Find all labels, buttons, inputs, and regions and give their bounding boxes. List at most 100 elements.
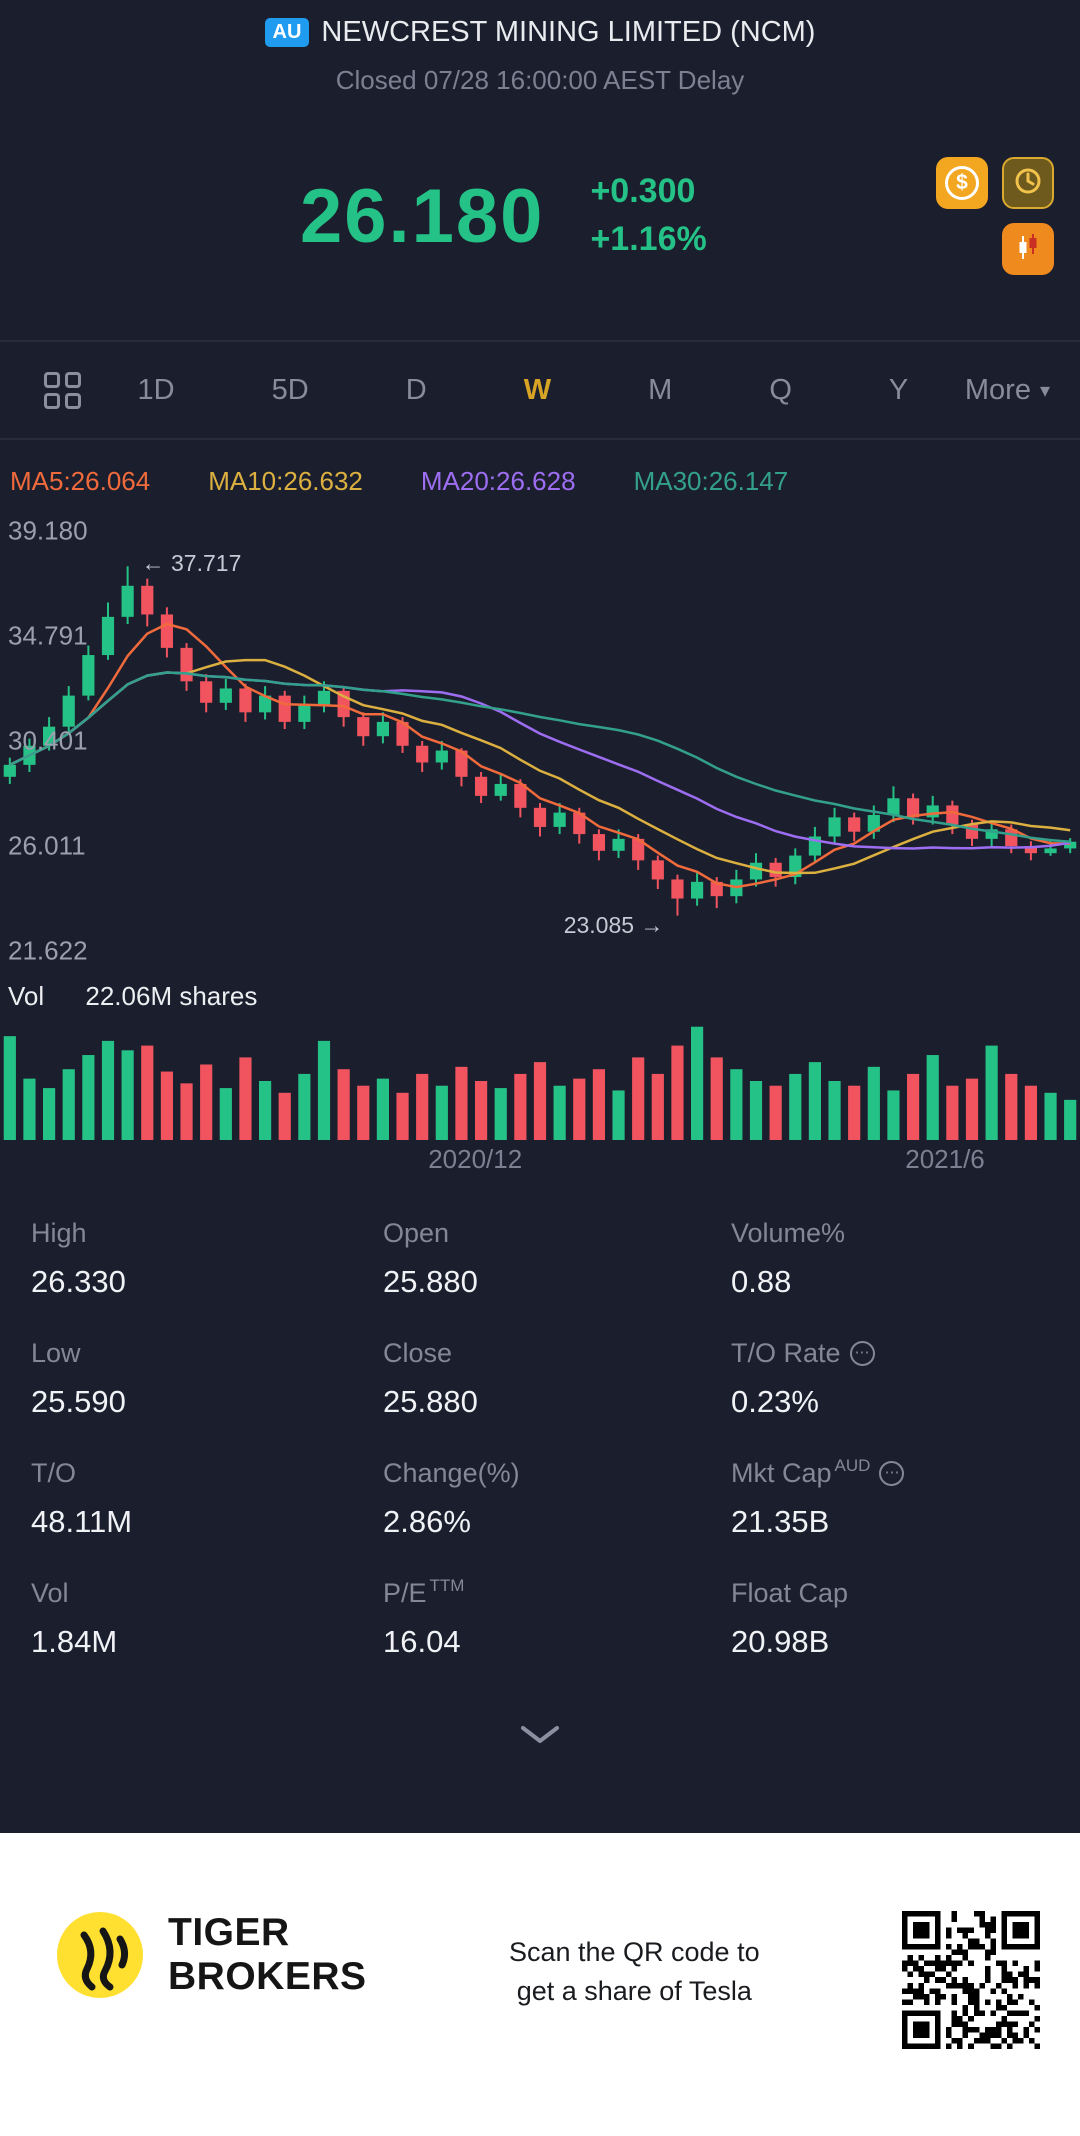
stat-label: T/O Rate bbox=[731, 1338, 841, 1368]
tab-w[interactable]: W bbox=[523, 373, 552, 406]
stat-label: Mkt Cap bbox=[731, 1458, 832, 1488]
more-button[interactable]: More ▾ bbox=[965, 374, 1050, 407]
info-icon[interactable]: ⋯ bbox=[849, 1341, 875, 1366]
volume-value: 22.06M shares bbox=[85, 981, 258, 1011]
stat-change-: Change(%) 2.86% bbox=[383, 1458, 731, 1540]
info-icon[interactable]: ⋯ bbox=[879, 1461, 905, 1486]
ma-legend: MA5:26.064 MA10:26.632 MA20:26.628 MA30:26.… bbox=[0, 440, 1080, 497]
expand-button[interactable] bbox=[0, 1724, 1080, 1751]
chart-style-button[interactable] bbox=[1002, 223, 1054, 275]
stat-label-superscript: TTM bbox=[429, 1575, 465, 1595]
last-price: 26.180 bbox=[300, 173, 545, 259]
header: AU NEWCREST MINING LIMITED (NCM) Closed … bbox=[0, 0, 1080, 96]
stat-label: High bbox=[31, 1218, 87, 1248]
stat-close: Close 25.880 bbox=[383, 1338, 731, 1420]
period-tab-bar: 1D 5D D W M Q Y More ▾ bbox=[0, 342, 1080, 438]
stat-label: Open bbox=[383, 1218, 450, 1248]
x-axis-labels: 2020/12 2021/6 bbox=[0, 1140, 1080, 1178]
stat-value: 48.11M bbox=[31, 1504, 133, 1539]
stat-value: 25.880 bbox=[383, 1384, 478, 1419]
tab-d[interactable]: D bbox=[405, 373, 427, 406]
volume-chart[interactable] bbox=[0, 1022, 1080, 1140]
stat-value: 25.590 bbox=[31, 1384, 126, 1419]
page-title: NEWCREST MINING LIMITED (NCM) bbox=[321, 16, 816, 48]
stat-label: P/E bbox=[383, 1578, 427, 1608]
y-axis-label: 30.401 bbox=[8, 725, 88, 756]
tab-y[interactable]: Y bbox=[888, 373, 909, 406]
currency-button[interactable]: $ bbox=[936, 157, 988, 209]
stat-value: 0.23% bbox=[731, 1384, 819, 1419]
market-badge: AU bbox=[264, 18, 310, 47]
tab-m[interactable]: M bbox=[648, 373, 673, 406]
after-hours-button[interactable] bbox=[1002, 157, 1054, 209]
price-change: +0.300 bbox=[590, 172, 696, 211]
stat-value: 25.880 bbox=[383, 1264, 478, 1299]
ma-indicator: MA5:26.064 bbox=[10, 466, 151, 496]
x-axis-label: 2021/6 bbox=[905, 1144, 985, 1174]
chart-annotation: ← 37.717 bbox=[141, 550, 242, 577]
tab-5d[interactable]: 5D bbox=[271, 373, 309, 406]
volume-bars-svg bbox=[3, 1026, 1077, 1140]
price-change-percent: +1.16% bbox=[590, 220, 707, 258]
stat-label-superscript: AUD bbox=[834, 1455, 871, 1475]
chevron-down-icon: ▾ bbox=[1039, 379, 1050, 402]
quote-section: 26.180 +0.300 +1.16% $ bbox=[0, 126, 1080, 306]
candlestick-svg bbox=[3, 566, 1077, 916]
stat-label: Close bbox=[383, 1338, 453, 1368]
volume-header: Vol 22.06M shares bbox=[0, 981, 1080, 1012]
candlestick-icon bbox=[1013, 232, 1043, 267]
stat-t-o: T/O 48.11M bbox=[31, 1458, 383, 1540]
stat-value: 0.88 bbox=[731, 1264, 792, 1299]
stat-value: 26.330 bbox=[31, 1264, 126, 1299]
stat-label: Low bbox=[31, 1338, 81, 1368]
stat-label: Vol bbox=[31, 1578, 69, 1608]
qr-caption: Scan the QR code to get a share of Tesla bbox=[508, 1937, 760, 2007]
chart-layout-grid-icon[interactable] bbox=[44, 371, 81, 409]
stat-label: Volume% bbox=[731, 1218, 846, 1248]
stat-high: High 26.330 bbox=[31, 1218, 383, 1300]
stats-grid: High 26.330 Open 25.880 Volume% 0.88 Low 25.590… bbox=[0, 1178, 1080, 1660]
tab-q[interactable]: Q bbox=[769, 373, 792, 406]
stat-label: Change(%) bbox=[383, 1458, 520, 1488]
y-axis-label: 21.622 bbox=[8, 935, 88, 966]
dollar-icon: $ bbox=[945, 166, 979, 200]
stat-mkt-cap: Mkt Cap AUD ⋯ 21.35B bbox=[731, 1455, 1080, 1540]
x-axis-label: 2020/12 bbox=[428, 1144, 523, 1174]
quick-actions: $ bbox=[936, 157, 1054, 275]
divider bbox=[0, 340, 1080, 342]
stat-low: Low 25.590 bbox=[31, 1338, 383, 1420]
stat-value: 20.98B bbox=[731, 1624, 830, 1659]
qr-code bbox=[902, 1911, 1040, 2049]
period-tabs: 1D 5D D W M Q Y bbox=[89, 374, 957, 407]
price-chart[interactable]: 39.180 34.791 30.401 26.011 21.622 ← 37.717 23… bbox=[0, 513, 1080, 966]
chart-annotation: 23.085 → bbox=[563, 912, 664, 939]
stat-p-e: P/E TTM 16.04 bbox=[383, 1575, 731, 1660]
stat-volume-: Volume% 0.88 bbox=[731, 1218, 1080, 1300]
footer-banner: TIGER BROKERS Scan the QR code to get a … bbox=[0, 1833, 1080, 2136]
stat-vol: Vol 1.84M bbox=[31, 1578, 383, 1660]
stat-float-cap: Float Cap 20.98B bbox=[731, 1578, 1080, 1660]
y-axis-label: 34.791 bbox=[8, 620, 88, 651]
brand-name: TIGER BROKERS bbox=[168, 1911, 367, 1999]
chevron-down-icon bbox=[518, 1724, 562, 1751]
tiger-logo bbox=[56, 1911, 144, 2004]
stat-open: Open 25.880 bbox=[383, 1218, 731, 1300]
stat-value: 1.84M bbox=[31, 1624, 118, 1659]
stat-value: 2.86% bbox=[383, 1504, 471, 1539]
stat-value: 21.35B bbox=[731, 1504, 830, 1539]
clock-icon bbox=[1012, 165, 1044, 202]
y-axis-label: 39.180 bbox=[8, 515, 88, 546]
more-label: More bbox=[964, 373, 1031, 406]
volume-label: Vol bbox=[8, 981, 45, 1011]
y-axis-label: 26.011 bbox=[8, 830, 86, 861]
stat-label: Float Cap bbox=[731, 1578, 849, 1608]
ma-indicator: MA10:26.632 bbox=[208, 466, 363, 496]
ma-indicator: MA30:26.147 bbox=[633, 466, 789, 496]
tab-1d[interactable]: 1D bbox=[137, 373, 175, 406]
divider bbox=[0, 438, 1080, 440]
market-status: Closed 07/28 16:00:00 AEST Delay bbox=[335, 65, 745, 95]
stat-value: 16.04 bbox=[383, 1624, 461, 1659]
stat-t-o-rate: T/O Rate ⋯ 0.23% bbox=[731, 1338, 1080, 1420]
ma-indicator: MA20:26.628 bbox=[420, 466, 576, 496]
